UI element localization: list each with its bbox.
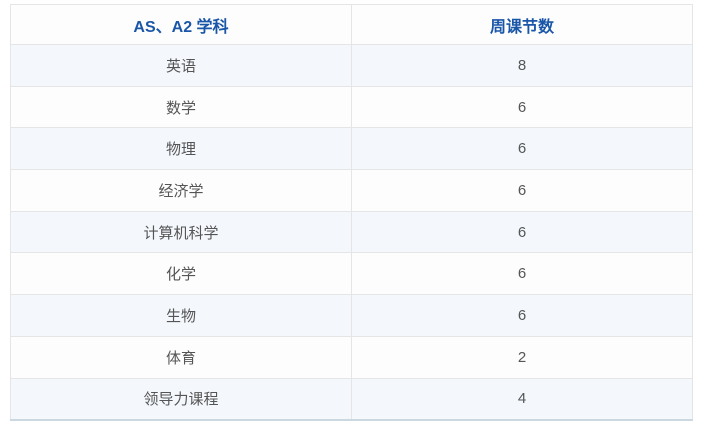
periods-cell: 6 bbox=[351, 210, 693, 254]
subject-cell: 数学 bbox=[10, 85, 352, 129]
table-body: 英语 8 数学 6 物理 6 经济学 6 计算机科学 6 化学 6 生物 6 bbox=[10, 44, 693, 421]
periods-cell: 6 bbox=[351, 85, 693, 129]
table-row: 领导力课程 4 bbox=[10, 377, 693, 421]
subject-schedule-table: AS、A2 学科 周课节数 英语 8 数学 6 物理 6 经济学 6 计算机科学… bbox=[10, 4, 693, 421]
subject-cell: 领导力课程 bbox=[10, 377, 352, 421]
subject-cell: 化学 bbox=[10, 252, 352, 296]
subject-cell: 经济学 bbox=[10, 169, 352, 212]
periods-cell: 6 bbox=[351, 169, 693, 212]
periods-cell: 4 bbox=[351, 377, 693, 421]
column-header-subject: AS、A2 学科 bbox=[10, 4, 352, 45]
subject-cell: 生物 bbox=[10, 294, 352, 337]
periods-cell: 6 bbox=[351, 252, 693, 296]
table-row: 计算机科学 6 bbox=[10, 210, 693, 254]
subject-cell: 物理 bbox=[10, 127, 352, 171]
subject-cell: 计算机科学 bbox=[10, 210, 352, 254]
table-header-row: AS、A2 学科 周课节数 bbox=[10, 4, 693, 45]
table-row: 物理 6 bbox=[10, 127, 693, 171]
table-row: 生物 6 bbox=[10, 294, 693, 337]
subject-cell: 英语 bbox=[10, 44, 352, 87]
table-row: 数学 6 bbox=[10, 85, 693, 129]
table-row: 经济学 6 bbox=[10, 169, 693, 212]
periods-cell: 6 bbox=[351, 127, 693, 171]
table-row: 化学 6 bbox=[10, 252, 693, 296]
periods-cell: 2 bbox=[351, 335, 693, 379]
table-row: 体育 2 bbox=[10, 335, 693, 379]
subject-cell: 体育 bbox=[10, 335, 352, 379]
table-row: 英语 8 bbox=[10, 44, 693, 87]
column-header-periods: 周课节数 bbox=[351, 4, 693, 45]
periods-cell: 6 bbox=[351, 294, 693, 337]
periods-cell: 8 bbox=[351, 44, 693, 87]
